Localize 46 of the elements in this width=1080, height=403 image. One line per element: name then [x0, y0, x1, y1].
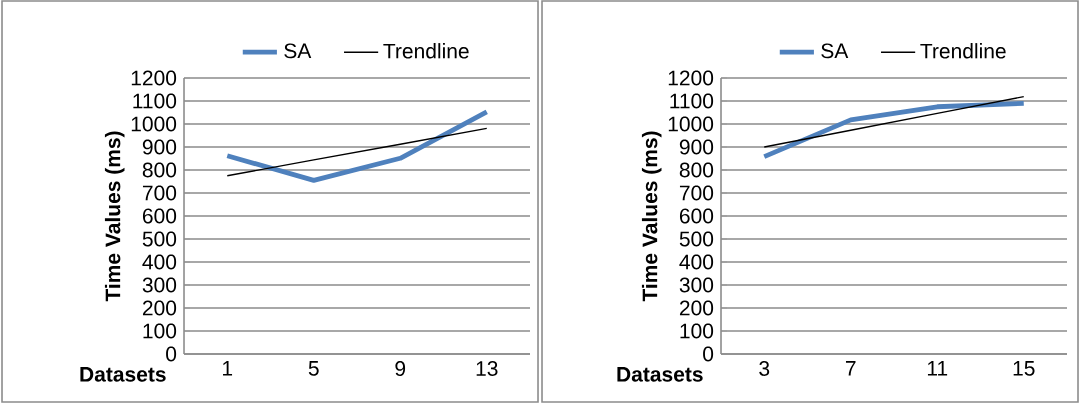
- y-tick-label: 0: [166, 346, 177, 362]
- line-series: [226, 127, 488, 177]
- legend-label: Trendline: [920, 43, 1006, 59]
- y-tick-label: 800: [679, 162, 714, 178]
- y-tick-label: 1200: [131, 70, 177, 86]
- y-tick-label: 400: [142, 254, 177, 270]
- y-tick-label: 1000: [131, 116, 177, 132]
- line-series: [224, 109, 490, 183]
- y-tick-label: 300: [142, 277, 177, 293]
- y-tick-label: 500: [142, 231, 177, 247]
- y-tick-label: 700: [679, 185, 714, 201]
- y-tick-label: 200: [679, 300, 714, 316]
- y-tick-label: 0: [703, 346, 714, 362]
- y-axis-title: Time Values (ms): [104, 131, 125, 302]
- legend-label: SA: [821, 43, 849, 59]
- x-tick-label: 3: [759, 361, 770, 376]
- y-tick-label: 1100: [670, 93, 714, 109]
- y-tick-label: 900: [142, 139, 177, 155]
- x-tick-label: 7: [845, 361, 856, 376]
- x-tick-label: 9: [395, 361, 406, 376]
- x-tick-label: 13: [476, 361, 498, 376]
- y-axis-title: Time Values (ms): [641, 131, 662, 302]
- y-tick-label: 100: [680, 323, 714, 339]
- line-series: [763, 95, 1025, 148]
- y-tick-label: 800: [142, 162, 177, 178]
- line-series: [761, 100, 1027, 160]
- legend-label: SA: [284, 43, 312, 59]
- y-tick-label: 100: [143, 323, 177, 339]
- x-tick-label: 15: [1013, 361, 1035, 376]
- y-tick-label: 900: [679, 139, 714, 155]
- y-tick-label: 1100: [133, 93, 177, 109]
- x-axis-title: Datasets: [617, 367, 703, 382]
- y-tick-label: 400: [679, 254, 714, 270]
- y-tick-label: 700: [142, 185, 177, 201]
- y-tick-label: 1200: [668, 70, 714, 86]
- y-tick-label: 1000: [668, 116, 714, 132]
- y-tick-label: 300: [679, 277, 714, 293]
- y-tick-label: 500: [679, 231, 714, 247]
- legend-label: Trendline: [383, 43, 469, 59]
- x-tick-label: 5: [308, 361, 319, 376]
- y-tick-label: 600: [679, 208, 714, 224]
- x-axis-title: Datasets: [80, 367, 166, 382]
- y-tick-label: 200: [142, 300, 177, 316]
- x-tick-label: 11: [927, 361, 948, 376]
- y-tick-label: 600: [142, 208, 177, 224]
- x-tick-label: 1: [223, 361, 233, 376]
